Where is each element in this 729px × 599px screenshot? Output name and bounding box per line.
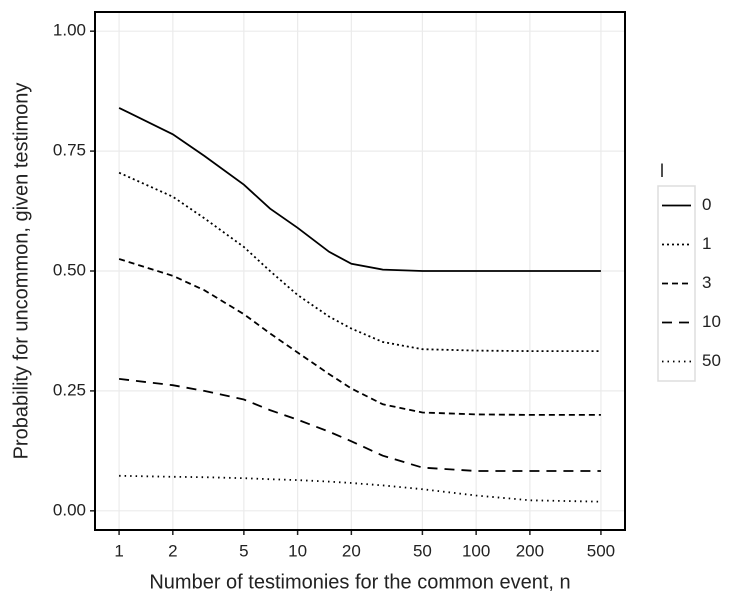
y-tick-label: 0.75 xyxy=(53,141,86,160)
panel-border xyxy=(94,11,626,531)
x-tick-label: 500 xyxy=(587,541,615,560)
x-tick-label: 10 xyxy=(288,541,307,560)
legend-label: 1 xyxy=(702,234,711,253)
legend-label: 0 xyxy=(702,195,711,214)
legend-label: 10 xyxy=(702,312,721,331)
legend-label: 50 xyxy=(702,351,721,370)
x-tick-label: 50 xyxy=(413,541,432,560)
x-tick-label: 20 xyxy=(342,541,361,560)
x-tick-label: 2 xyxy=(168,541,177,560)
legend-label: 3 xyxy=(702,273,711,292)
x-tick-label: 5 xyxy=(239,541,248,560)
x-axis-label: Number of testimonies for the common eve… xyxy=(149,571,570,593)
y-tick-label: 0.25 xyxy=(53,380,86,399)
series-line xyxy=(118,107,601,272)
series-line xyxy=(119,474,601,503)
series-line xyxy=(118,171,601,353)
x-tick-label: 1 xyxy=(114,541,123,560)
y-tick-label: 0.50 xyxy=(53,260,86,279)
series-line xyxy=(118,378,601,472)
legend-title: l xyxy=(660,161,664,181)
series-line xyxy=(118,258,601,416)
y-axis-label: Probability for uncommon, given testimon… xyxy=(10,83,32,460)
y-tick-label: 0.00 xyxy=(53,500,86,519)
y-tick-label: 1.00 xyxy=(53,21,86,40)
x-tick-label: 100 xyxy=(462,541,490,560)
x-tick-label: 200 xyxy=(516,541,544,560)
